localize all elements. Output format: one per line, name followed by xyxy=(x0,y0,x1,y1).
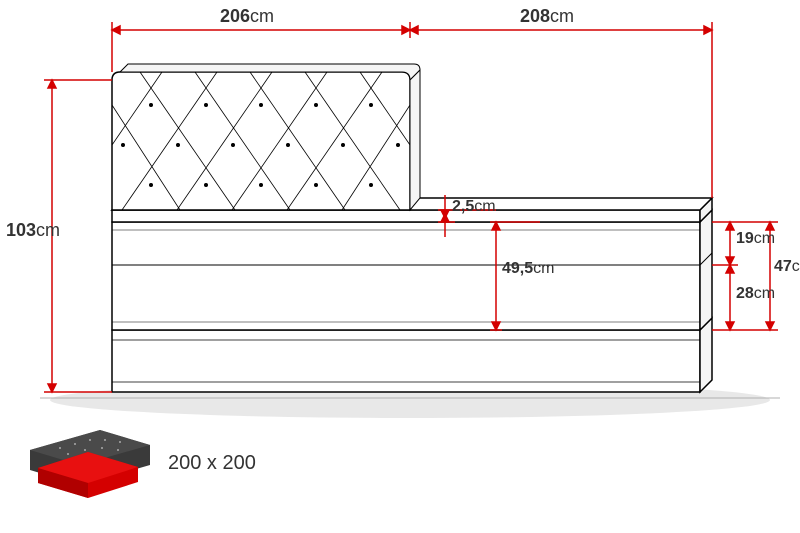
bed-headboard xyxy=(112,64,420,210)
dim-right-lower: 28cm xyxy=(736,285,775,303)
dim-width-length: 208cm xyxy=(520,6,574,27)
dim-width-headboard: 206cm xyxy=(220,6,274,27)
dim-height-total: 103cm xyxy=(6,220,60,241)
bed-mattress xyxy=(112,210,712,330)
size-badge-label: 200 x 200 xyxy=(168,452,256,475)
size-icon xyxy=(30,430,150,498)
dim-right-upper: 19cm xyxy=(736,230,775,248)
dim-topper: 2,5cm xyxy=(452,198,496,216)
dim-mattress: 49,5cm xyxy=(502,260,554,278)
bed-dimension-diagram xyxy=(0,0,800,533)
dim-right-total: 47cm xyxy=(774,258,800,276)
